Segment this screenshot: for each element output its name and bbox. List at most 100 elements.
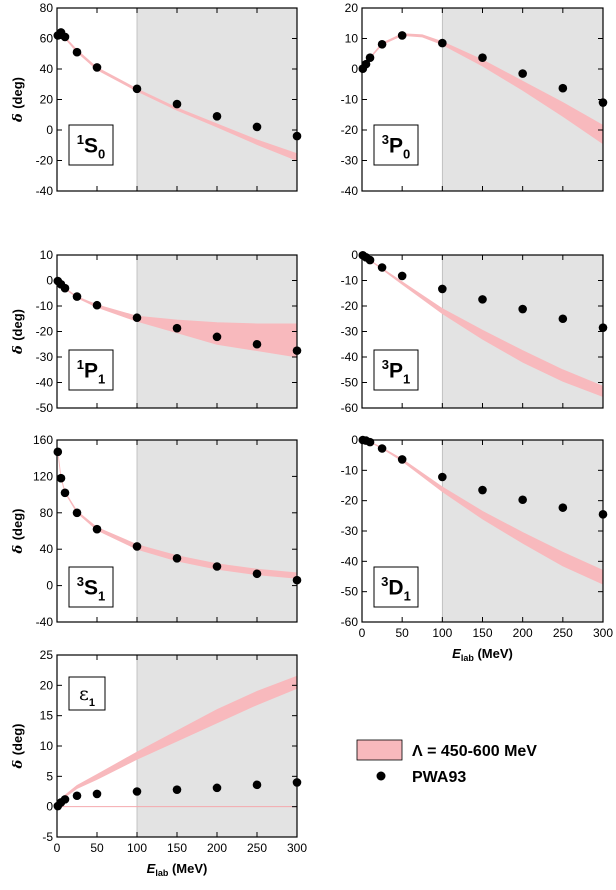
x-tick-label: 200 bbox=[513, 626, 533, 640]
data-point bbox=[518, 304, 527, 314]
y-tick-label: -40 bbox=[341, 184, 359, 198]
y-tick-label: 0 bbox=[351, 248, 358, 262]
y-tick-label: -10 bbox=[341, 463, 359, 477]
y-axis-title: δ (deg) bbox=[10, 724, 26, 770]
data-point bbox=[172, 785, 182, 794]
x-axis-title-symbol: E bbox=[147, 861, 156, 876]
x-axis-title-unit: (MeV) bbox=[168, 861, 207, 876]
data-point bbox=[60, 32, 70, 42]
x-axis-title-symbol: E bbox=[452, 646, 461, 661]
y-tick-label: -50 bbox=[341, 585, 359, 599]
x-tick-label: 100 bbox=[127, 841, 147, 855]
shaded-region bbox=[442, 8, 603, 191]
y-tick-label: -30 bbox=[341, 524, 359, 538]
data-point bbox=[478, 295, 487, 304]
data-point bbox=[558, 503, 568, 512]
wave-label-superscript: 3 bbox=[382, 357, 389, 372]
data-point bbox=[365, 255, 375, 265]
x-tick-label: 200 bbox=[207, 841, 227, 855]
data-point bbox=[212, 783, 222, 793]
legend: Λ = 450-600 MeV PWA93 bbox=[356, 739, 537, 786]
y-tick-label: 5 bbox=[46, 769, 53, 783]
y-tick-label: -40 bbox=[341, 554, 359, 568]
y-axis-title-unit: (deg) bbox=[10, 724, 25, 756]
y-axis-title-unit: (deg) bbox=[10, 509, 25, 541]
data-point bbox=[558, 83, 568, 93]
data-point bbox=[132, 787, 142, 796]
y-tick-label: 0 bbox=[351, 62, 358, 76]
y-tick-label: 25 bbox=[40, 648, 54, 662]
data-point bbox=[60, 283, 70, 293]
wave-label-subscript: 1 bbox=[89, 697, 95, 709]
x-tick-label: 250 bbox=[247, 841, 267, 855]
wave-label-subscript: 0 bbox=[98, 147, 105, 162]
data-point bbox=[72, 508, 82, 518]
y-tick-label: 20 bbox=[345, 1, 359, 15]
y-tick-label: 40 bbox=[40, 62, 54, 76]
wave-label-base: P bbox=[389, 134, 403, 157]
wave-label-subscript: 0 bbox=[403, 147, 410, 162]
wave-label: 3P0 bbox=[382, 132, 410, 162]
x-axis-title-subscript: lab bbox=[155, 868, 169, 878]
data-point bbox=[478, 53, 487, 63]
wave-label-box bbox=[68, 349, 114, 391]
data-point bbox=[252, 122, 262, 132]
wave-label-box bbox=[373, 349, 419, 391]
y-tick-label: -30 bbox=[341, 325, 359, 339]
y-axis-title-symbol: δ bbox=[11, 341, 26, 355]
y-tick-label: -30 bbox=[341, 154, 359, 168]
y-axis-title: δ (deg) bbox=[10, 77, 26, 123]
y-tick-label: 20 bbox=[40, 93, 54, 107]
wave-label-superscript: 1 bbox=[77, 132, 84, 147]
wave-label-subscript: 1 bbox=[403, 372, 410, 387]
data-point bbox=[212, 111, 222, 121]
y-axis-title-symbol: δ bbox=[11, 540, 26, 554]
wave-label-box bbox=[68, 124, 114, 166]
y-tick-label: 40 bbox=[40, 542, 54, 556]
data-point bbox=[377, 263, 387, 272]
wave-label-superscript: 3 bbox=[77, 574, 84, 589]
data-point bbox=[72, 47, 82, 57]
y-tick-label: -60 bbox=[341, 615, 359, 629]
wave-label-base: ε bbox=[79, 683, 89, 705]
y-tick-label: -50 bbox=[341, 376, 359, 390]
legend-band-swatch bbox=[356, 739, 403, 761]
data-point bbox=[172, 99, 182, 109]
wave-label: 1S0 bbox=[77, 132, 105, 162]
x-axis-title: Elab (MeV) bbox=[147, 861, 208, 878]
wave-label: 1P1 bbox=[77, 357, 105, 387]
y-tick-label: 10 bbox=[345, 32, 359, 46]
wave-label-subscript: 1 bbox=[98, 372, 105, 387]
y-tick-label: 160 bbox=[33, 433, 53, 447]
y-tick-label: 10 bbox=[40, 739, 54, 753]
data-point bbox=[56, 473, 66, 483]
y-tick-label: 0 bbox=[46, 274, 53, 288]
y-axis-title-unit: (deg) bbox=[10, 309, 25, 341]
data-point bbox=[438, 284, 447, 294]
wave-label: ε1 bbox=[79, 683, 95, 709]
y-axis-title-symbol: δ bbox=[11, 109, 26, 123]
data-point bbox=[92, 789, 102, 799]
x-tick-label: 300 bbox=[287, 841, 307, 855]
x-tick-label: 0 bbox=[359, 626, 366, 640]
y-axis-title: δ (deg) bbox=[10, 309, 26, 355]
data-point bbox=[172, 323, 182, 333]
wave-label-subscript: 1 bbox=[404, 589, 411, 604]
wave-label-base: P bbox=[389, 359, 403, 382]
data-point bbox=[438, 38, 447, 48]
y-tick-label: -60 bbox=[341, 401, 359, 415]
y-axis-title-symbol: δ bbox=[11, 755, 26, 769]
wave-label-box bbox=[68, 566, 114, 608]
panel-5: -60 -50 -40 -30 -20 -10 0 0 50 100 150 200 250 300 Ela… bbox=[341, 433, 614, 663]
data-point bbox=[397, 31, 407, 40]
legend-points-label: PWA93 bbox=[412, 769, 466, 786]
data-point bbox=[361, 59, 371, 69]
y-tick-label: -10 bbox=[341, 93, 359, 107]
y-axis-title: δ (deg) bbox=[10, 509, 26, 555]
legend-band-label: Λ = 450-600 MeV bbox=[412, 743, 537, 760]
data-point bbox=[365, 437, 375, 447]
wave-label-superscript: 1 bbox=[77, 357, 84, 372]
wave-label-base: D bbox=[388, 576, 403, 599]
